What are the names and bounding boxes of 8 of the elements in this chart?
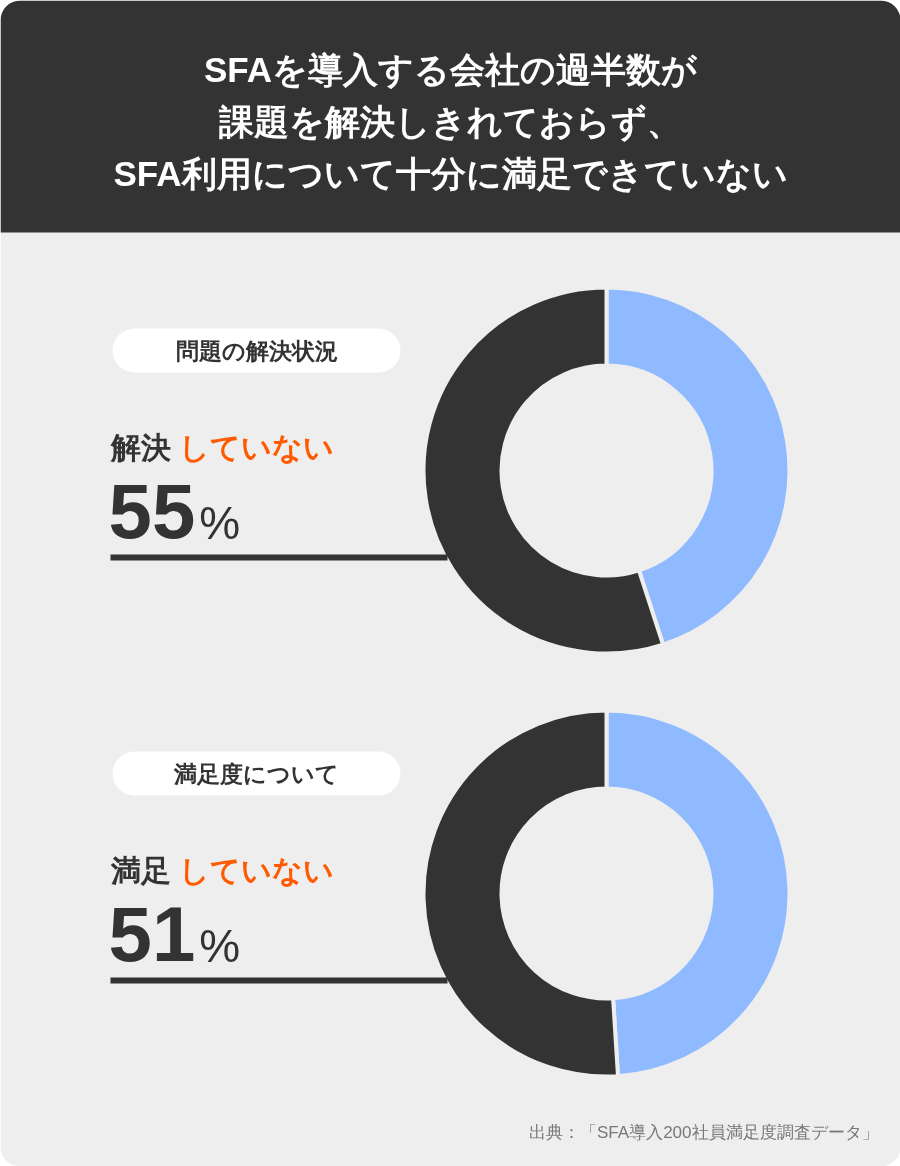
- source-note: 出典：「SFA導入200社員満足度調査データ」: [529, 1123, 879, 1142]
- text: SFAを導入する会社の過半数が課題を解決しきれておらず、SFA利用について十分に満足できていない: [113, 49, 788, 194]
- text: 問題の解決状況: [175, 337, 338, 364]
- slice-label: 解決していない: [109, 431, 334, 464]
- slice-label: 満足していない: [109, 854, 334, 887]
- text: 満足度について: [173, 760, 339, 787]
- data-label: 55%: [108, 466, 241, 555]
- data-label: 51%: [108, 889, 241, 978]
